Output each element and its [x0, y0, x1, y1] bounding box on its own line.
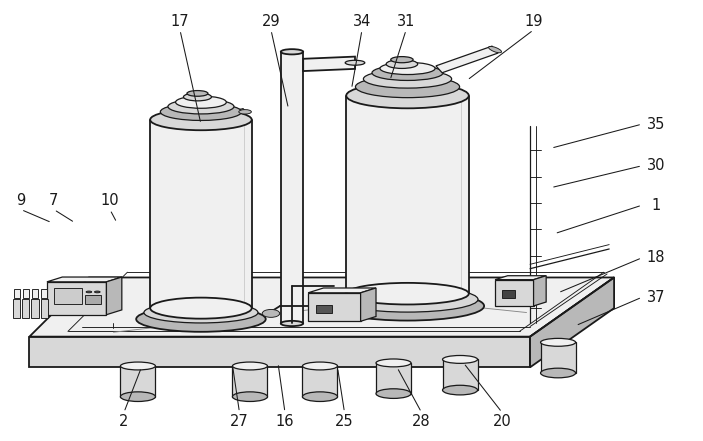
Ellipse shape: [541, 368, 576, 378]
Ellipse shape: [386, 60, 418, 68]
Polygon shape: [541, 342, 576, 373]
Ellipse shape: [372, 65, 443, 80]
Ellipse shape: [94, 291, 100, 293]
Ellipse shape: [187, 90, 208, 96]
Polygon shape: [495, 276, 546, 280]
Ellipse shape: [168, 99, 234, 114]
Bar: [14, 289, 20, 298]
Ellipse shape: [302, 362, 337, 370]
Text: 1: 1: [652, 198, 661, 213]
Polygon shape: [302, 366, 337, 396]
Bar: [13, 299, 20, 318]
Text: 35: 35: [647, 116, 665, 131]
Ellipse shape: [347, 283, 469, 304]
Ellipse shape: [262, 310, 280, 318]
Text: 20: 20: [493, 414, 511, 429]
Text: 2: 2: [120, 414, 129, 429]
Text: 28: 28: [412, 414, 431, 429]
Bar: [502, 290, 515, 298]
Ellipse shape: [86, 291, 91, 293]
Ellipse shape: [160, 103, 242, 120]
Bar: [86, 295, 101, 304]
Text: 10: 10: [101, 193, 120, 208]
Ellipse shape: [380, 62, 435, 75]
Polygon shape: [534, 276, 546, 306]
Ellipse shape: [302, 392, 337, 401]
Bar: [47, 282, 106, 315]
Ellipse shape: [345, 60, 365, 65]
Text: 34: 34: [353, 14, 371, 29]
Bar: [41, 289, 47, 298]
Ellipse shape: [280, 49, 303, 54]
Text: 9: 9: [16, 193, 25, 208]
Ellipse shape: [280, 321, 303, 326]
Bar: [32, 299, 39, 318]
Text: 37: 37: [647, 290, 665, 305]
Ellipse shape: [337, 287, 478, 312]
Ellipse shape: [183, 93, 212, 101]
Text: 25: 25: [335, 414, 354, 429]
Polygon shape: [436, 46, 498, 73]
Ellipse shape: [363, 70, 451, 88]
Polygon shape: [150, 120, 252, 315]
Polygon shape: [303, 56, 355, 71]
Ellipse shape: [233, 392, 267, 401]
Polygon shape: [30, 336, 530, 367]
Ellipse shape: [376, 389, 411, 398]
Bar: [495, 280, 534, 306]
Ellipse shape: [120, 392, 155, 401]
Text: 30: 30: [647, 158, 665, 173]
Ellipse shape: [356, 76, 460, 97]
Ellipse shape: [136, 306, 266, 332]
Bar: [22, 299, 30, 318]
Ellipse shape: [489, 46, 501, 53]
Text: 19: 19: [524, 14, 543, 29]
Text: 17: 17: [171, 14, 189, 29]
Polygon shape: [376, 363, 411, 394]
Polygon shape: [233, 366, 267, 396]
Polygon shape: [347, 96, 469, 302]
Polygon shape: [361, 288, 376, 321]
Ellipse shape: [150, 109, 252, 130]
Polygon shape: [47, 277, 122, 282]
Ellipse shape: [347, 83, 469, 108]
Text: 7: 7: [49, 193, 58, 208]
Bar: [41, 299, 48, 318]
Bar: [316, 305, 332, 314]
Ellipse shape: [442, 355, 477, 363]
Ellipse shape: [233, 362, 267, 370]
Bar: [308, 293, 361, 321]
Ellipse shape: [391, 56, 413, 63]
Polygon shape: [442, 359, 477, 390]
Ellipse shape: [442, 385, 477, 395]
Polygon shape: [530, 277, 614, 367]
Ellipse shape: [144, 302, 258, 323]
Polygon shape: [106, 277, 122, 315]
Text: 18: 18: [647, 250, 665, 265]
Polygon shape: [280, 52, 303, 324]
Bar: [32, 289, 38, 298]
Polygon shape: [30, 277, 614, 336]
Ellipse shape: [176, 96, 226, 108]
Ellipse shape: [239, 110, 252, 114]
Ellipse shape: [150, 298, 252, 319]
Ellipse shape: [331, 292, 484, 321]
Text: 27: 27: [230, 414, 249, 429]
Bar: [54, 288, 82, 304]
Polygon shape: [308, 288, 376, 293]
Bar: [23, 289, 29, 298]
Text: 31: 31: [397, 14, 415, 29]
Ellipse shape: [541, 338, 576, 346]
Ellipse shape: [376, 359, 411, 367]
Polygon shape: [120, 366, 155, 396]
Text: 29: 29: [262, 14, 280, 29]
Text: 16: 16: [276, 414, 295, 429]
Ellipse shape: [120, 362, 155, 370]
